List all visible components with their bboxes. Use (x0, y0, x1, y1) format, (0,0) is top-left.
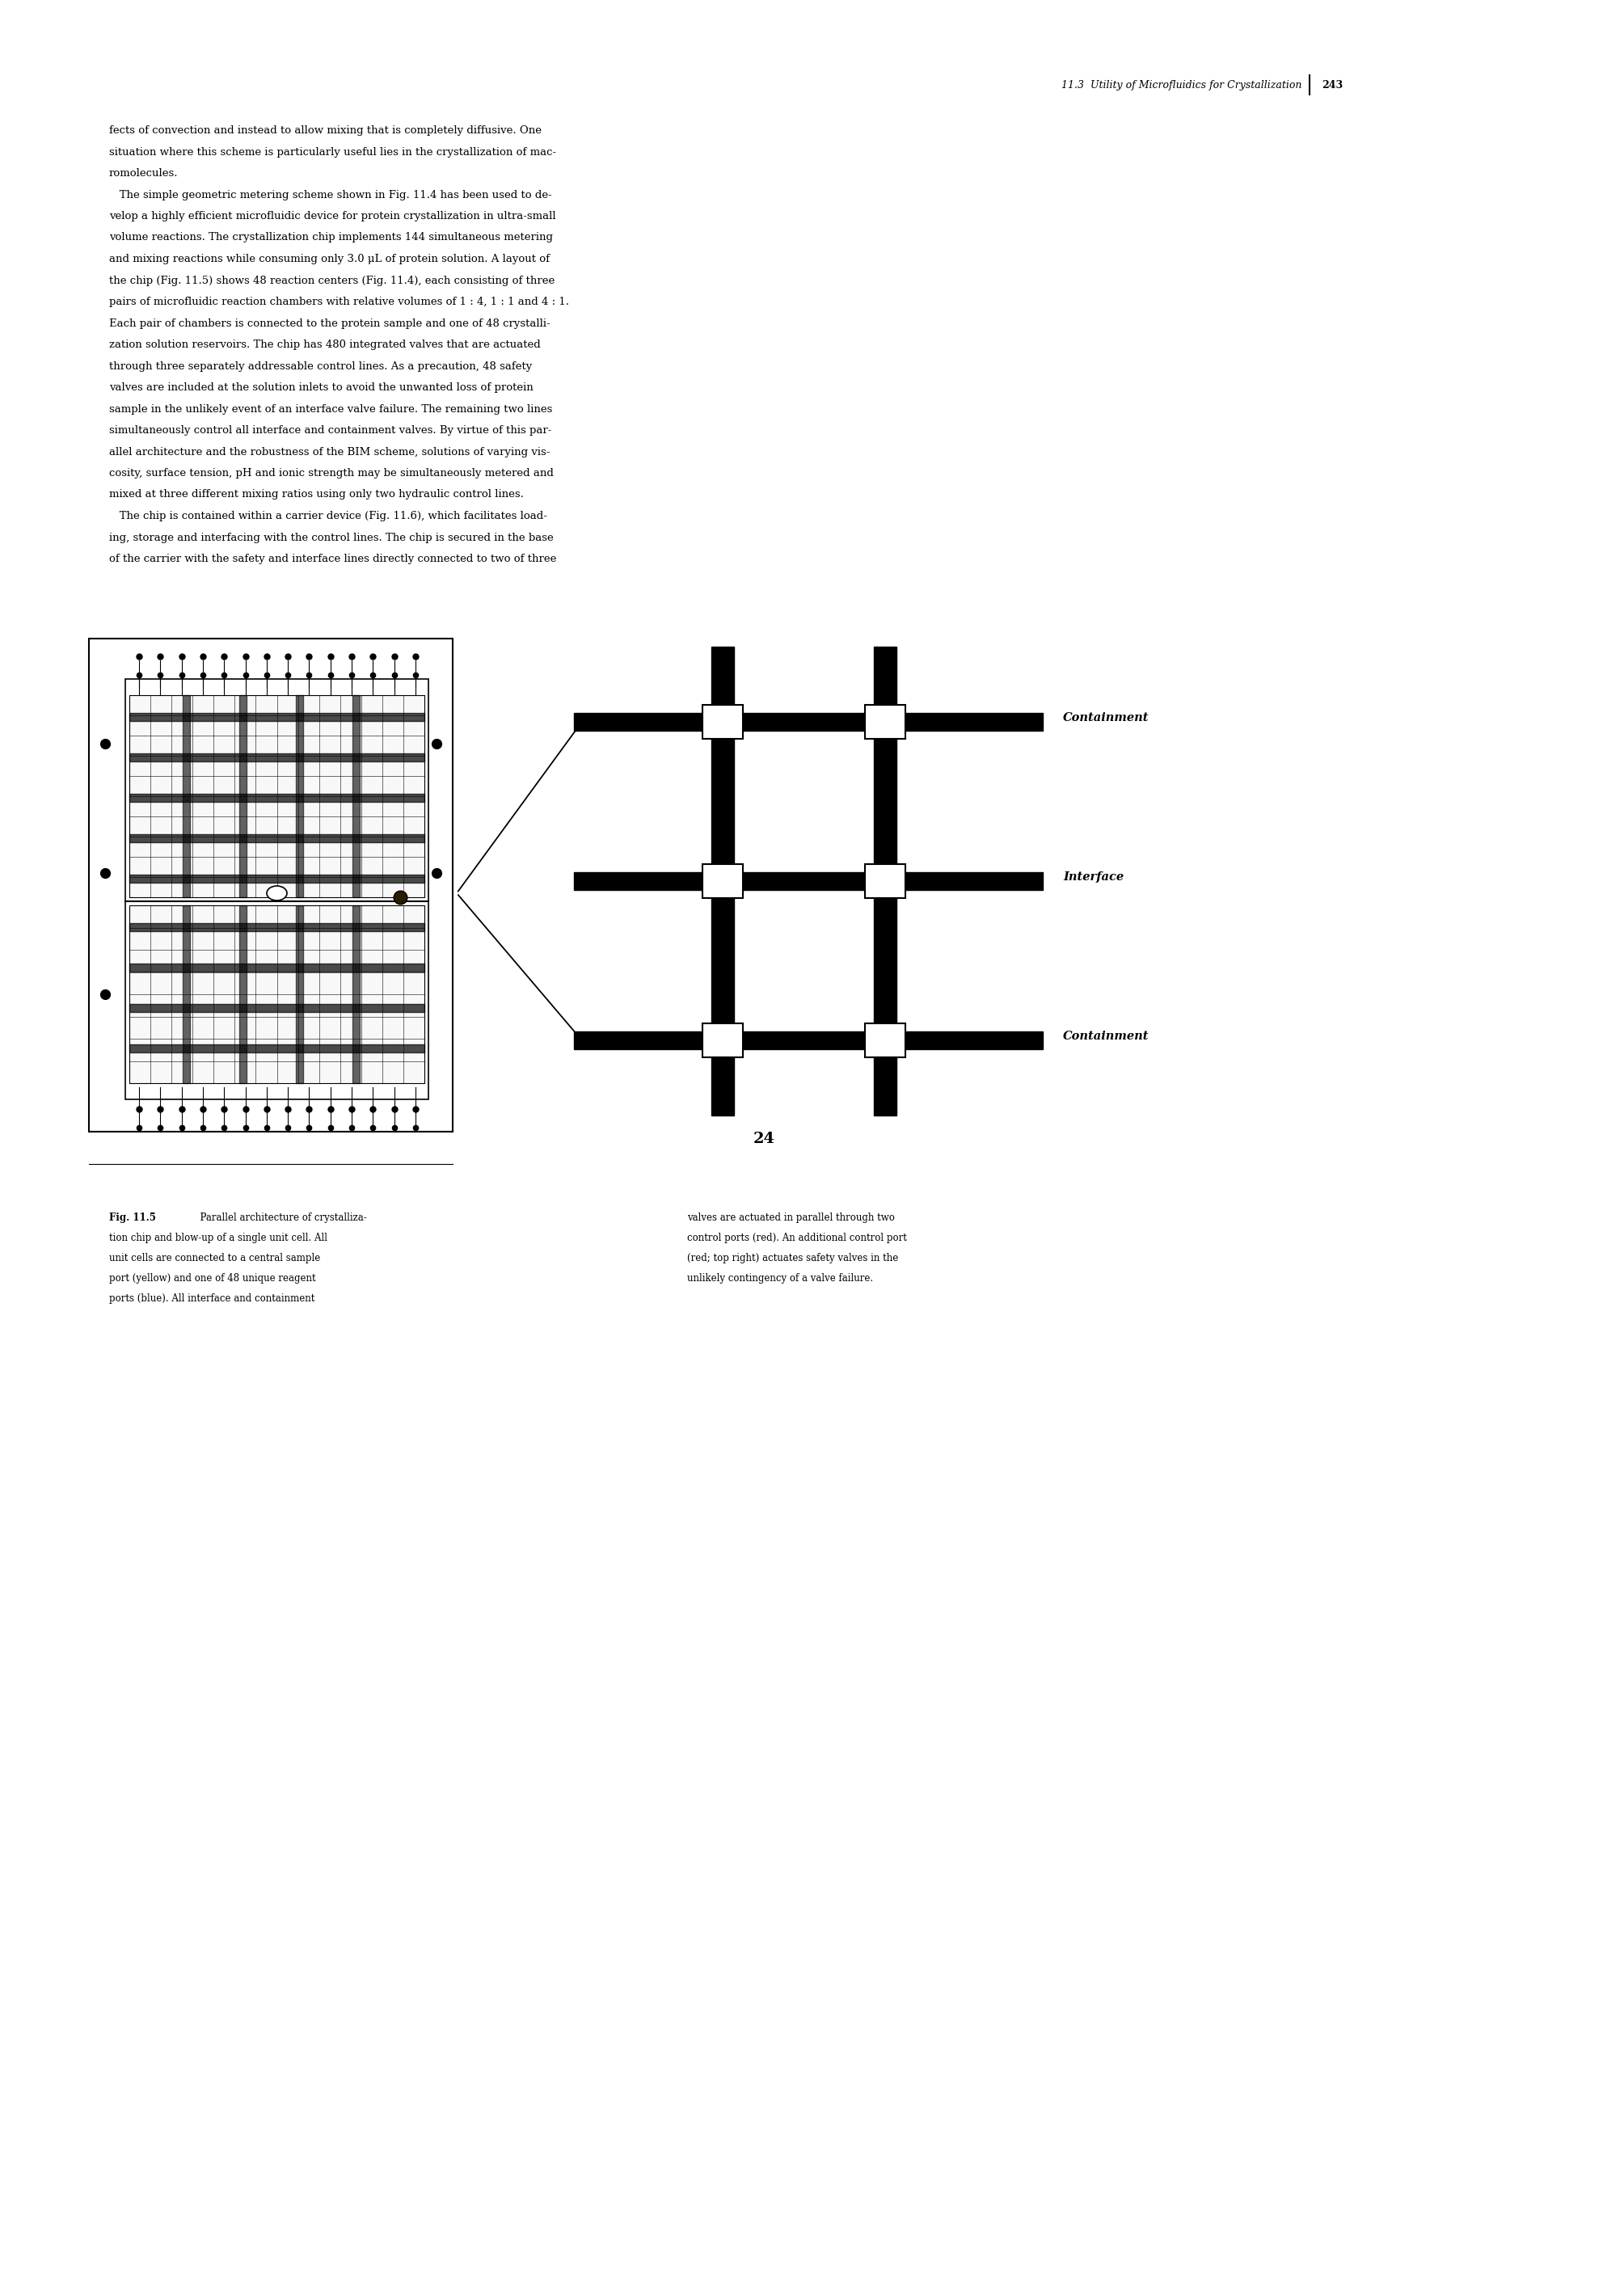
Bar (130, 795, 424, 801)
Bar (130, 1044, 424, 1053)
Text: tion chip and blow-up of a single unit cell. All: tion chip and blow-up of a single unit c… (109, 1232, 328, 1243)
Bar (866, 863, 906, 898)
Text: velop a highly efficient microfluidic device for protein crystallization in ultr: velop a highly efficient microfluidic de… (109, 211, 555, 222)
Text: simultaneously control all interface and containment valves. By virtue of this p: simultaneously control all interface and… (109, 426, 552, 435)
Bar (130, 964, 424, 971)
Bar (866, 705, 906, 740)
Text: through three separately addressable control lines. As a precaution, 48 safety: through three separately addressable con… (109, 362, 533, 371)
Text: romolecules.: romolecules. (109, 167, 179, 179)
Text: 24: 24 (754, 1131, 775, 1147)
Bar (130, 1003, 424, 1012)
Text: sample in the unlikely event of an interface valve failure. The remaining two li: sample in the unlikely event of an inter… (109, 403, 552, 414)
Bar (703, 863, 744, 898)
Bar (296, 905, 302, 1083)
Bar (239, 905, 247, 1083)
Text: ports (blue). All interface and containment: ports (blue). All interface and containm… (109, 1294, 315, 1303)
Text: 243: 243 (1322, 80, 1343, 89)
Bar (130, 905, 424, 1083)
Bar (125, 680, 429, 1099)
Text: Containment: Containment (1064, 712, 1150, 724)
Bar (89, 639, 453, 1131)
Text: port (yellow) and one of 48 unique reagent: port (yellow) and one of 48 unique reage… (109, 1273, 315, 1285)
Text: control ports (red). An additional control port: control ports (red). An additional contr… (687, 1232, 906, 1243)
Bar (130, 834, 424, 843)
Text: Containment: Containment (1064, 1030, 1150, 1042)
Text: pairs of microfluidic reaction chambers with relative volumes of 1 : 4, 1 : 1 an: pairs of microfluidic reaction chambers … (109, 298, 568, 307)
Bar (573, 1030, 1043, 1049)
Bar (711, 646, 734, 1115)
Text: fects of convection and instead to allow mixing that is completely diffusive. On: fects of convection and instead to allow… (109, 126, 541, 135)
Bar (130, 753, 424, 763)
Bar (130, 712, 424, 721)
Ellipse shape (266, 886, 287, 900)
Text: of the carrier with the safety and interface lines directly connected to two of : of the carrier with the safety and inter… (109, 554, 557, 563)
Text: mixed at three different mixing ratios using only two hydraulic control lines.: mixed at three different mixing ratios u… (109, 490, 523, 499)
Text: Each pair of chambers is connected to the protein sample and one of 48 crystalli: Each pair of chambers is connected to th… (109, 318, 551, 327)
Bar (296, 696, 302, 898)
Text: zation solution reservoirs. The chip has 480 integrated valves that are actuated: zation solution reservoirs. The chip has… (109, 339, 541, 350)
Text: situation where this scheme is particularly useful lies in the crystallization o: situation where this scheme is particula… (109, 147, 557, 158)
Bar (130, 696, 424, 898)
Bar (130, 875, 424, 882)
Bar (182, 696, 190, 898)
Text: The chip is contained within a carrier device (Fig. 11.6), which facilitates loa: The chip is contained within a carrier d… (109, 511, 547, 522)
Text: (red; top right) actuates safety valves in the: (red; top right) actuates safety valves … (687, 1253, 898, 1264)
Text: valves are included at the solution inlets to avoid the unwanted loss of protein: valves are included at the solution inle… (109, 382, 533, 394)
Bar (130, 923, 424, 932)
Text: allel architecture and the robustness of the BIM scheme, solutions of varying vi: allel architecture and the robustness of… (109, 447, 551, 458)
Text: and mixing reactions while consuming only 3.0 μL of protein solution. A layout o: and mixing reactions while consuming onl… (109, 254, 549, 263)
Bar (703, 1024, 744, 1058)
Text: cosity, surface tension, pH and ionic strength may be simultaneously metered and: cosity, surface tension, pH and ionic st… (109, 467, 554, 479)
Text: ing, storage and interfacing with the control lines. The chip is secured in the : ing, storage and interfacing with the co… (109, 531, 554, 543)
Bar (182, 905, 190, 1083)
Bar (239, 696, 247, 898)
Bar (573, 712, 1043, 731)
Text: valves are actuated in parallel through two: valves are actuated in parallel through … (687, 1211, 895, 1223)
Bar (352, 696, 359, 898)
Bar (874, 646, 896, 1115)
Text: Interface: Interface (1064, 872, 1124, 882)
Text: Fig. 11.5: Fig. 11.5 (109, 1211, 156, 1223)
Bar (866, 1024, 906, 1058)
Text: the chip (Fig. 11.5) shows 48 reaction centers (Fig. 11.4), each consisting of t: the chip (Fig. 11.5) shows 48 reaction c… (109, 275, 555, 286)
Text: unit cells are connected to a central sample: unit cells are connected to a central sa… (109, 1253, 320, 1264)
Bar (573, 872, 1043, 891)
Text: Parallel architecture of crystalliza-: Parallel architecture of crystalliza- (193, 1211, 367, 1223)
Bar (703, 705, 744, 740)
Bar (352, 905, 359, 1083)
Text: 11.3  Utility of Microfluidics for Crystallization: 11.3 Utility of Microfluidics for Crysta… (1060, 80, 1301, 89)
Text: The simple geometric metering scheme shown in Fig. 11.4 has been used to de-: The simple geometric metering scheme sho… (109, 190, 552, 199)
Text: unlikely contingency of a valve failure.: unlikely contingency of a valve failure. (687, 1273, 874, 1285)
Text: volume reactions. The crystallization chip implements 144 simultaneous metering: volume reactions. The crystallization ch… (109, 231, 552, 243)
